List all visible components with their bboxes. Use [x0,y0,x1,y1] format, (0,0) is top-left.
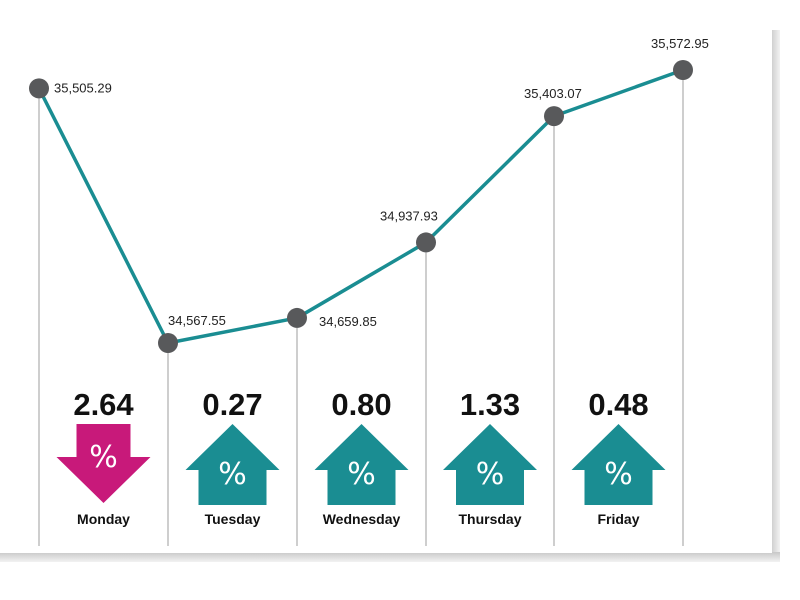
change-value: 0.48 [588,387,648,422]
change-block-friday: 0.48% Friday [571,387,666,527]
change-value: 1.33 [460,387,520,422]
percent-sign: % [347,457,376,492]
data-point [673,60,693,80]
data-point [544,106,564,127]
day-label: Monday [77,511,130,527]
data-point [29,78,49,99]
series-line [37,68,684,345]
data-label: 34,659.85 [319,314,377,329]
day-label: Thursday [458,511,521,527]
panel-shadow-bottom [0,552,780,562]
data-label: 35,505.29 [54,80,112,95]
data-label: 35,403.07 [524,86,582,101]
day-label: Friday [597,511,639,527]
arrow-up-icon [314,424,409,505]
change-block-wednesday: 0.80% Wednesday [314,387,409,527]
change-value: 0.27 [202,387,262,422]
arrow-up-icon [443,424,537,505]
arrow-down-icon [56,424,151,503]
change-block-tuesday: 0.27% Tuesday [185,387,280,527]
panel-shadow-right [770,30,780,562]
arrow-up-icon [185,424,280,505]
data-label: 35,572.95 [651,36,709,51]
percent-sign: % [89,440,118,475]
change-value: 2.64 [73,387,134,422]
change-value: 0.80 [331,387,391,422]
percent-sign: % [476,457,505,492]
arrow-up-icon [571,424,666,505]
change-block-thursday: 1.33% Thursday [443,387,537,527]
day-label: Tuesday [205,511,261,527]
percent-sign: % [218,457,247,492]
data-label: 34,567.55 [168,313,226,328]
data-point [158,333,178,353]
percent-sign: % [604,457,633,492]
data-label: 34,937.93 [380,208,438,223]
change-block-monday: 2.64% Monday [56,387,151,527]
day-label: Wednesday [323,511,401,527]
data-point [416,232,436,253]
data-point [287,307,307,328]
